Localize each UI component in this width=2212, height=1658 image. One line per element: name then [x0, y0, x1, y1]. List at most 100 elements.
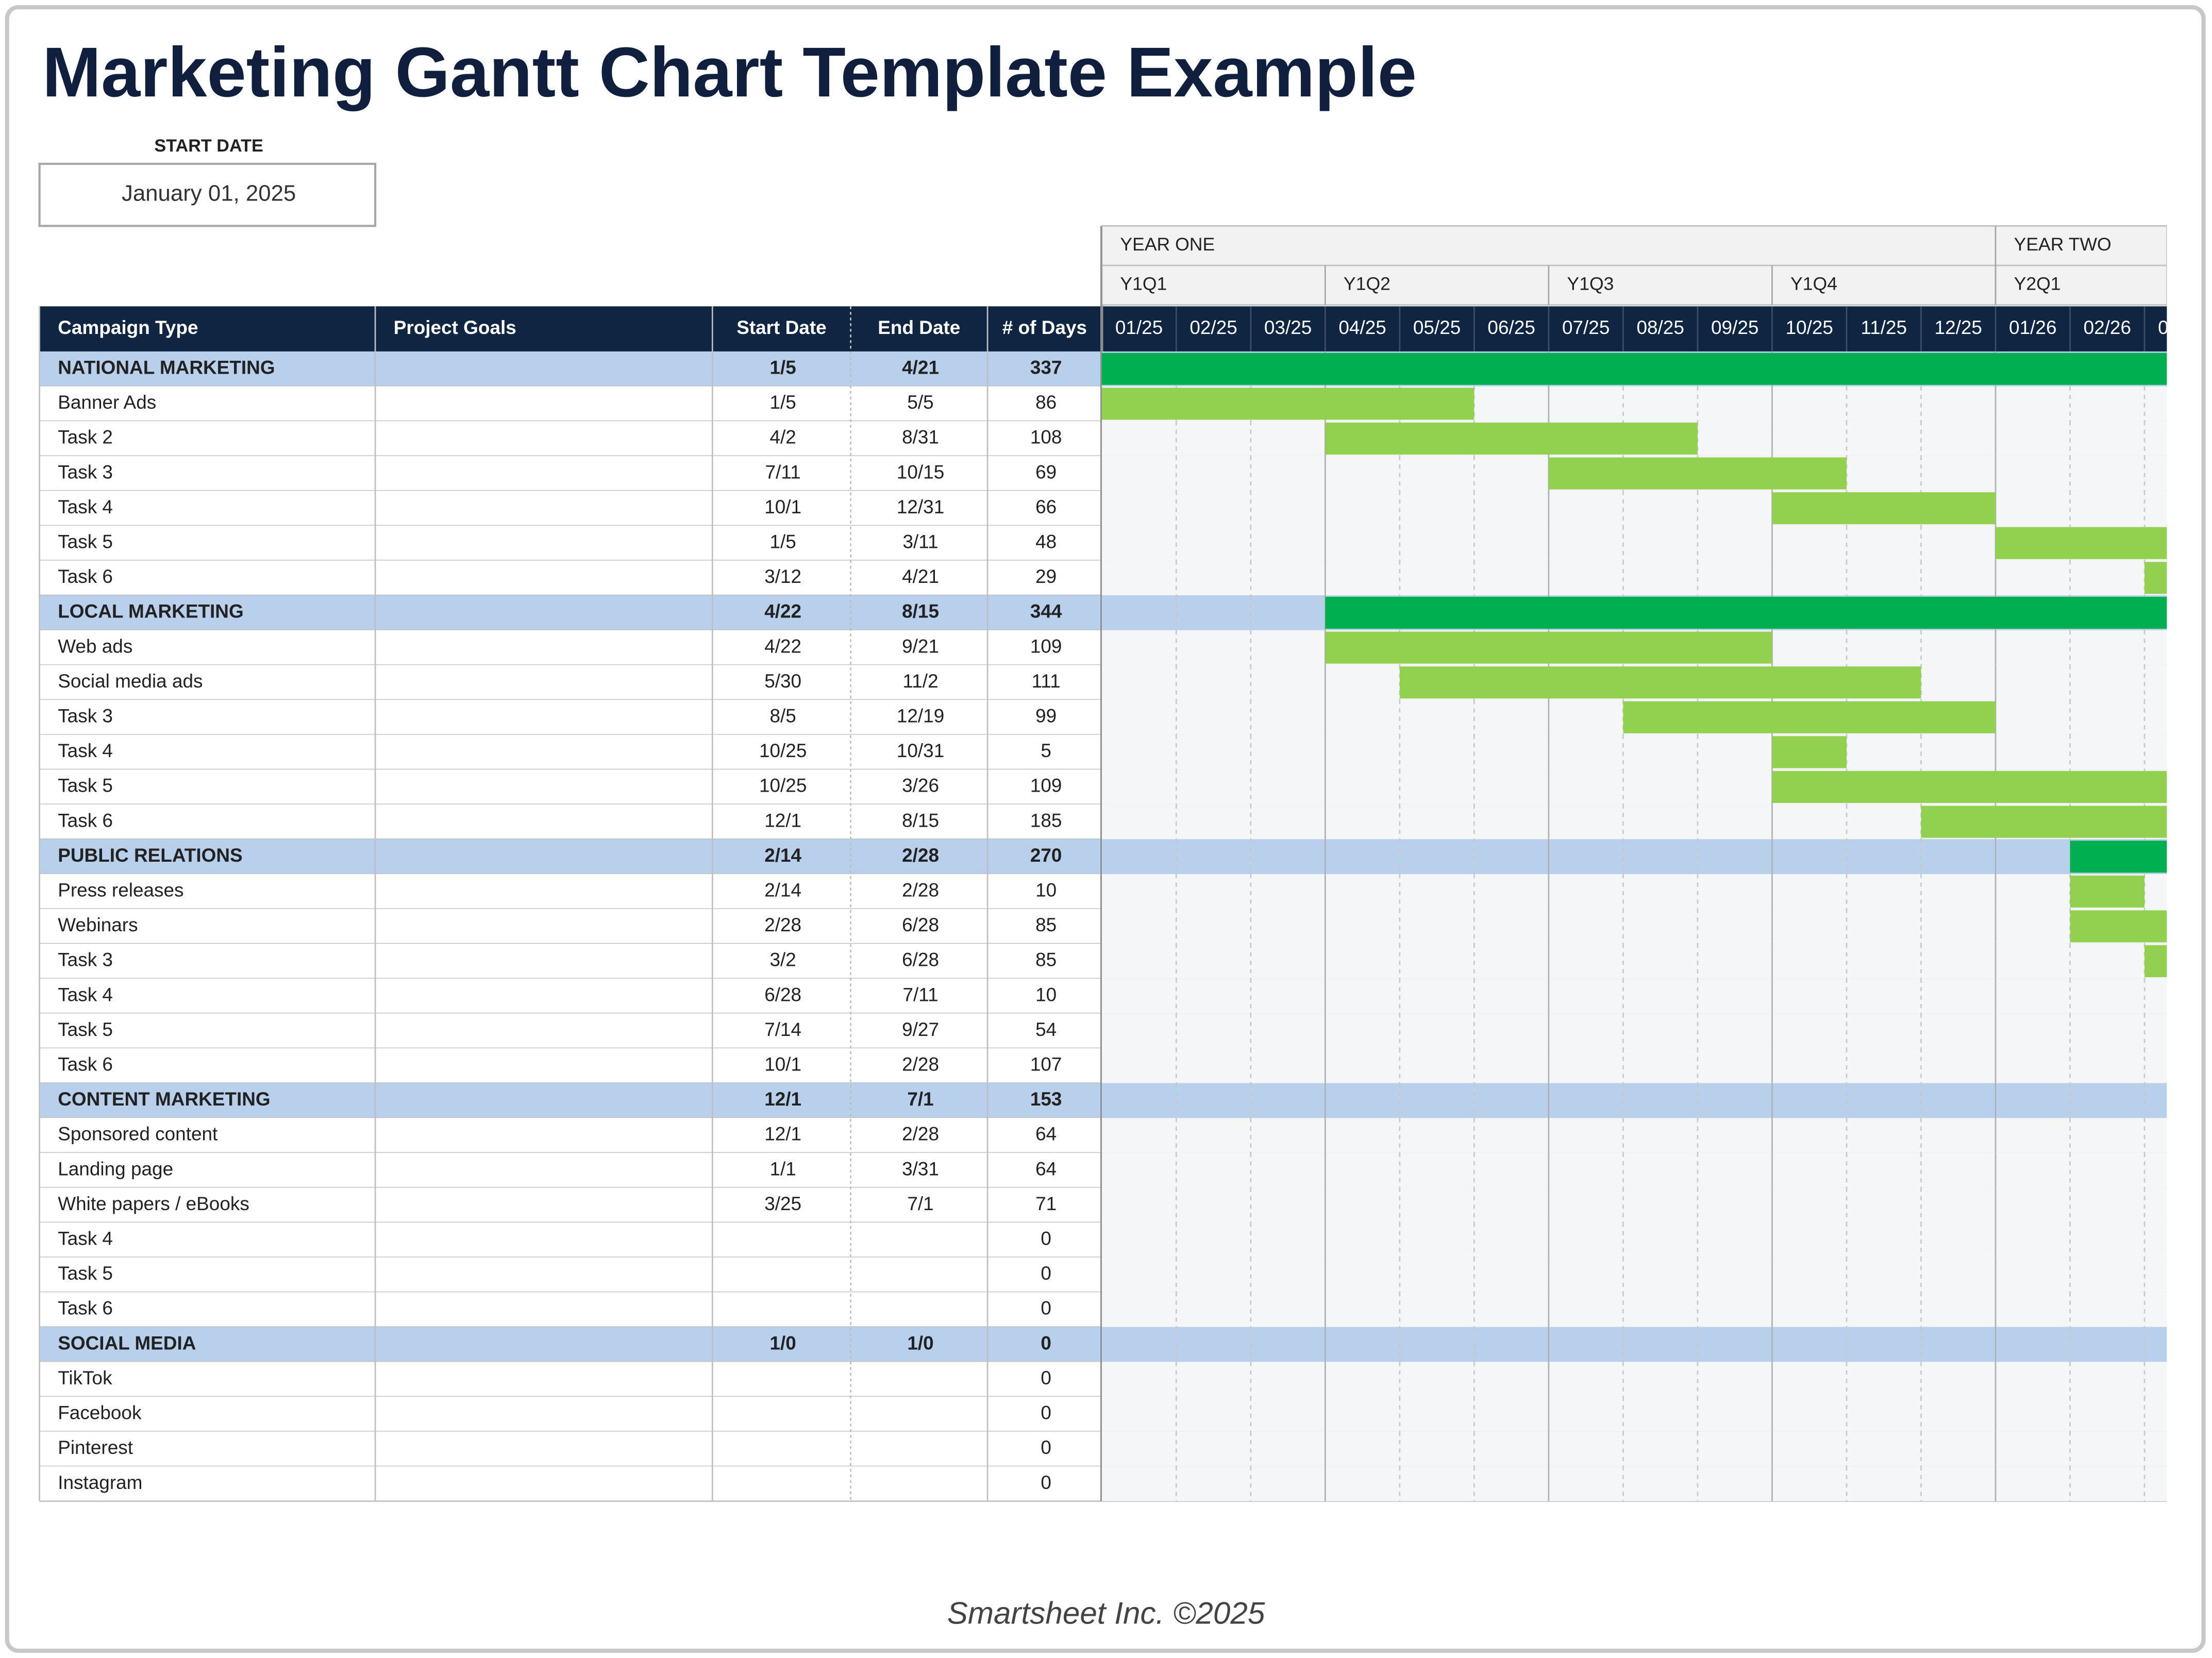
- gantt-row: [1101, 560, 2167, 596]
- start-date: 10/1: [764, 1054, 801, 1075]
- end-date: 1/0: [907, 1332, 933, 1353]
- start-date: 4/22: [764, 635, 801, 657]
- days-cell: 0: [1041, 1332, 1051, 1353]
- end-date: 11/2: [902, 671, 938, 692]
- end-date: 3/31: [902, 1158, 939, 1179]
- task-row: [39, 1292, 1102, 1327]
- task-row: [39, 421, 1102, 456]
- gantt-bar: [1772, 492, 1996, 525]
- start-date-label: START DATE: [154, 136, 263, 156]
- days-cell: 10: [1035, 984, 1057, 1005]
- task-row: [39, 1466, 1102, 1501]
- end-date: 5/5: [907, 392, 933, 413]
- end-date: 8/31: [902, 427, 939, 448]
- campaign-name: CONTENT MARKETING: [58, 1088, 270, 1110]
- quarter-label: Y1Q2: [1344, 274, 1390, 294]
- gantt-bar: [2070, 910, 2167, 943]
- days-cell: 0: [1041, 1437, 1051, 1458]
- month-label: 07/25: [1562, 317, 1610, 338]
- start-date: 3/12: [764, 566, 801, 587]
- task-row: [39, 1048, 1102, 1083]
- task-row: [39, 699, 1102, 735]
- column-header: Project Goals: [394, 317, 516, 338]
- campaign-name: SOCIAL MEDIA: [58, 1332, 196, 1353]
- quarter-label: Y1Q1: [1120, 274, 1167, 294]
- quarter-label: Y2Q1: [2014, 274, 2061, 294]
- end-date: 2/28: [902, 1124, 939, 1145]
- campaign-name: Task 5: [58, 531, 113, 552]
- gantt-bar: [1399, 666, 1921, 699]
- gantt-row: [1101, 978, 2167, 1014]
- campaign-name: Press releases: [58, 880, 183, 901]
- end-date: 9/27: [902, 1019, 939, 1040]
- month-label: 10/25: [1785, 317, 1833, 338]
- campaign-name: Facebook: [58, 1402, 142, 1423]
- start-date: 1/5: [769, 357, 796, 378]
- end-date: 3/26: [902, 775, 939, 796]
- campaign-name: NATIONAL MARKETING: [58, 357, 275, 378]
- days-cell: 109: [1030, 635, 1062, 657]
- days-cell: 48: [1035, 531, 1057, 552]
- days-cell: 10: [1035, 880, 1057, 901]
- gantt-bar: [1101, 388, 1474, 420]
- start-date: 12/1: [764, 1088, 801, 1110]
- gantt-bar: [2070, 875, 2145, 908]
- start-date: 6/28: [764, 984, 801, 1005]
- end-date: 6/28: [902, 949, 939, 970]
- campaign-name: Task 6: [58, 1054, 113, 1075]
- campaign-name: Task 6: [58, 810, 113, 831]
- campaign-name: Banner Ads: [58, 392, 156, 413]
- task-row: [39, 1431, 1102, 1467]
- campaign-name: Landing page: [58, 1158, 173, 1179]
- gantt-row: [1101, 1327, 2167, 1362]
- gantt-bar: [2144, 945, 2167, 978]
- campaign-name: Sponsored content: [58, 1124, 217, 1145]
- gantt-bar: [1325, 596, 2167, 629]
- task-row: [39, 491, 1102, 526]
- task-row: [39, 630, 1102, 665]
- task-row: [39, 1152, 1102, 1188]
- days-cell: 0: [1041, 1263, 1051, 1284]
- end-date: 2/28: [902, 880, 939, 901]
- campaign-name: PUBLIC RELATIONS: [58, 845, 242, 866]
- campaign-name: Task 3: [58, 949, 113, 970]
- month-label: 03/25: [1264, 317, 1312, 338]
- campaign-name: LOCAL MARKETING: [58, 601, 243, 622]
- days-cell: 86: [1035, 392, 1057, 413]
- end-date: 2/28: [902, 1054, 939, 1075]
- gantt-row: [1101, 839, 2167, 874]
- month-label: 04/25: [1338, 317, 1386, 338]
- campaign-name: Task 2: [58, 427, 113, 448]
- task-row: [39, 665, 1102, 700]
- days-cell: 0: [1041, 1472, 1051, 1493]
- end-date: 12/19: [897, 706, 944, 727]
- end-date: 7/11: [902, 984, 938, 1005]
- start-date: 10/25: [759, 740, 807, 761]
- days-cell: 64: [1035, 1124, 1057, 1145]
- title: Marketing Gantt Chart Template Example: [42, 33, 1417, 112]
- campaign-name: TikTok: [58, 1367, 112, 1388]
- gantt-bar: [2070, 841, 2167, 873]
- start-date: 1/5: [769, 531, 796, 552]
- gantt-row: [1101, 874, 2167, 909]
- section-row: [39, 1327, 1102, 1362]
- column-header: Campaign Type: [58, 317, 198, 338]
- month-label: 09/25: [1711, 317, 1758, 338]
- campaign-name: Task 3: [58, 461, 113, 482]
- days-cell: 153: [1030, 1088, 1062, 1110]
- task-row: [39, 978, 1102, 1014]
- column-header: Start Date: [736, 317, 826, 338]
- gantt-bar: [1325, 422, 1698, 455]
- days-cell: 85: [1035, 949, 1057, 970]
- end-date: 3/11: [902, 531, 938, 552]
- task-row: [39, 909, 1102, 944]
- gantt-row: [1101, 1431, 2167, 1467]
- task-row: [39, 560, 1102, 596]
- gantt-row: [1101, 1048, 2167, 1083]
- days-cell: 337: [1030, 357, 1062, 378]
- month-label: 11/25: [1861, 317, 1907, 338]
- section-row: [39, 595, 1102, 630]
- footer: Smartsheet Inc. ©2025: [947, 1595, 1265, 1630]
- start-date: 4/2: [769, 427, 796, 448]
